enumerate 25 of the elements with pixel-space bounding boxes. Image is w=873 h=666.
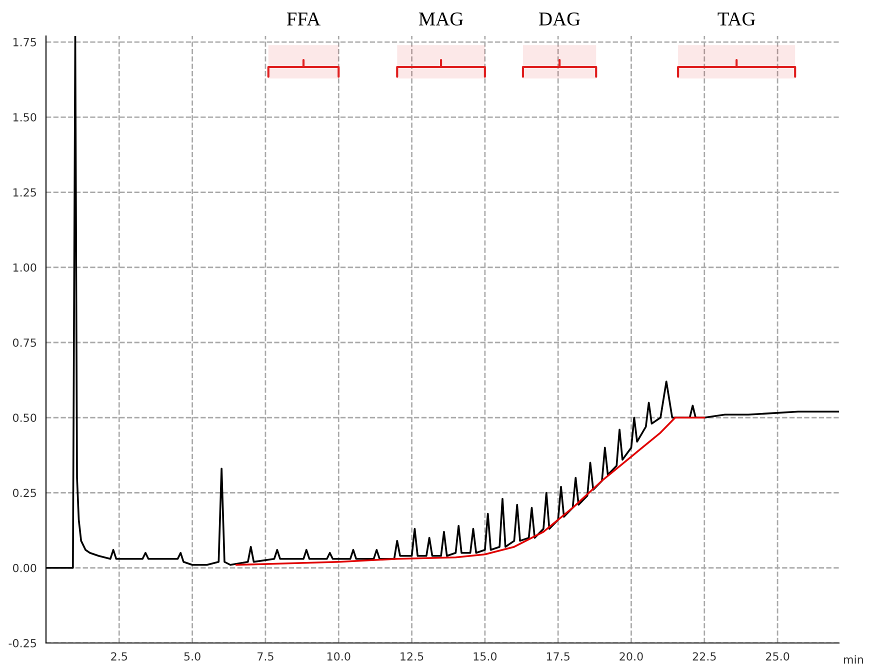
x-tick-label: 15.0 bbox=[474, 652, 497, 661]
x-tick-label: 25.0 bbox=[766, 652, 790, 661]
x-tick-label: 17.5 bbox=[546, 652, 570, 661]
y-tick-label: 1.75 bbox=[13, 38, 36, 46]
x-tick-label: 12.5 bbox=[400, 652, 424, 661]
x-axis-title: min bbox=[844, 655, 863, 664]
y-tick-label: 1.00 bbox=[13, 263, 36, 272]
x-tick-label: 10.0 bbox=[327, 652, 350, 661]
y-tick-label: 0.25 bbox=[12, 488, 36, 498]
y-tick-label: 0.75 bbox=[12, 338, 36, 347]
y-tick-label: 0.50 bbox=[12, 414, 36, 422]
y-tick-label: 1.50 bbox=[13, 113, 36, 122]
band-label: MAG bbox=[418, 12, 464, 26]
x-tick-label: 5.0 bbox=[184, 652, 200, 661]
x-tick-label: 22.5 bbox=[692, 652, 716, 661]
band-label: TAG bbox=[718, 12, 756, 26]
x-tick-label: 7.5 bbox=[258, 652, 274, 661]
x-tick-label: 20.0 bbox=[620, 652, 643, 661]
band-label: FFA bbox=[286, 12, 320, 26]
y-tick-label: -0.25 bbox=[8, 638, 36, 648]
band-label: DAG bbox=[539, 12, 580, 26]
y-tick-label: 1.25 bbox=[13, 188, 36, 197]
line-series bbox=[235, 416, 706, 566]
y-tick-label: 0.00 bbox=[12, 564, 36, 572]
x-tick-label: 2.5 bbox=[111, 652, 128, 661]
